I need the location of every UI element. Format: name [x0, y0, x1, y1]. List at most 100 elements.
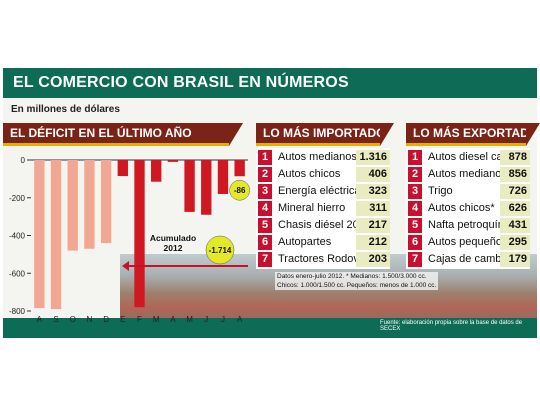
x-tick-label: D — [103, 315, 109, 324]
exported-item-name: Trigo — [428, 185, 453, 197]
exported-item-value: 431 — [500, 218, 530, 233]
bar-6 — [117, 160, 128, 177]
deficit-bar-chart: 0 -200 -400 -600 -800 A S O N D E F M A M J J A -86 Acumula… — [9, 156, 250, 324]
imported-item-value: 212 — [356, 235, 390, 250]
imported-panel-tab: LO MÁS IMPORTADO — [256, 123, 394, 146]
exported-row: 5 Nafta petroquímica 431 — [406, 217, 530, 234]
bar-3 — [67, 160, 78, 251]
bar-12 — [217, 160, 229, 194]
exported-item-value: 856 — [500, 167, 530, 182]
imported-rank-badge: 5 — [258, 218, 272, 233]
exported-rank-badge: 3 — [408, 184, 422, 199]
deficit-panel-label: EL DÉFICIT EN EL ÚLTIMO AÑO — [10, 126, 192, 140]
exported-rank-badge: 7 — [408, 252, 422, 267]
x-tick-label: S — [53, 315, 58, 324]
imported-row: 7 Tractores Rodov 203 — [256, 251, 390, 268]
x-tick-label: M — [186, 315, 193, 324]
imported-row: 5 Chasis diésel 20 t 217 — [256, 217, 390, 234]
exported-item-value: 726 — [500, 184, 530, 199]
exported-item-value: 878 — [500, 150, 530, 165]
bar-1 — [34, 160, 45, 309]
imported-table: 1 Autos medianos 1.316 2 Autos chicos 406 3 Ene… — [256, 148, 390, 269]
imported-rank-badge: 7 — [258, 252, 272, 267]
imported-row: 6 Autopartes 212 — [256, 234, 390, 251]
exported-row: 7 Cajas de cambio 179 — [406, 251, 530, 268]
x-tick-label: A — [37, 315, 43, 324]
exported-row: 6 Autos pequeños* 295 — [406, 234, 530, 251]
exported-panel-label: LO MÁS EXPORTADO — [413, 126, 539, 140]
imported-panel-label: LO MÁS IMPORTADO — [263, 126, 386, 140]
imported-row: 4 Mineral hierro 311 — [256, 200, 390, 217]
imported-item-name: Tractores Rodov — [278, 253, 359, 265]
y-tick-label: -800 — [9, 307, 26, 316]
exported-item-name: Autos medianos* — [428, 168, 512, 180]
bar-9 — [167, 160, 179, 162]
x-tick-label: A — [170, 315, 176, 324]
bar-4 — [84, 160, 95, 249]
imported-rank-badge: 4 — [258, 201, 272, 216]
last-month-callout — [229, 179, 250, 201]
imported-item-name: Autopartes — [278, 236, 332, 248]
y-tick-label: 0 — [21, 156, 26, 165]
exported-item-value: 179 — [500, 252, 530, 267]
x-tick-label: A — [237, 315, 243, 324]
exported-row: 1 Autos diesel carga 878 — [406, 149, 530, 166]
imported-item-name: Mineral hierro — [278, 202, 346, 214]
exported-rank-badge: 2 — [408, 167, 422, 182]
exported-rank-badge: 1 — [408, 150, 422, 165]
exported-row: 2 Autos medianos* 856 — [406, 166, 530, 183]
bar-8 — [151, 160, 162, 182]
bottom-strip — [3, 318, 537, 338]
exported-panel-tab: LO MÁS EXPORTADO — [406, 123, 540, 146]
imported-item-value: 311 — [356, 201, 390, 216]
deficit-panel-tab: EL DÉFICIT EN EL ÚLTIMO AÑO — [3, 123, 243, 146]
x-tick-label: N — [87, 315, 93, 324]
notes: Datos enero-julio 2012. * Medianos: 1.50… — [275, 272, 439, 290]
exported-rank-badge: 6 — [408, 235, 422, 250]
bar-13 — [234, 160, 245, 177]
source-note: Fuente: elaboración propia sobre la base… — [380, 320, 523, 332]
accumulated-label: Acumulado — [150, 233, 196, 243]
exported-item-value: 295 — [500, 235, 530, 250]
x-tick-label: O — [70, 315, 76, 324]
imported-item-name: Autos chicos — [278, 168, 341, 180]
notes-line-1: Datos enero-julio 2012. * Medianos: 1.50… — [277, 273, 427, 280]
accumulated-callout — [205, 235, 235, 265]
x-tick-label: E — [120, 315, 125, 324]
bar-2 — [50, 160, 62, 310]
bar-11 — [201, 160, 212, 215]
exported-row: 3 Trigo 726 — [406, 183, 530, 200]
imported-item-name: Energía eléctrica — [278, 185, 361, 197]
x-tick-label: J — [204, 315, 208, 324]
imported-item-name: Autos medianos — [278, 151, 357, 163]
y-tick-label: -600 — [9, 269, 26, 278]
exported-rank-badge: 4 — [408, 201, 422, 216]
imported-item-value: 406 — [356, 167, 390, 182]
bar-5 — [100, 160, 112, 244]
imported-rank-badge: 2 — [258, 167, 272, 182]
exported-item-name: Cajas de cambio — [428, 253, 510, 265]
imported-item-value: 203 — [356, 252, 390, 267]
imported-item-value: 1.316 — [356, 150, 390, 165]
y-tick-label: -400 — [9, 232, 26, 241]
last-month-callout-label: -86 — [234, 186, 246, 195]
imported-item-value: 217 — [356, 218, 390, 233]
x-tick-label: M — [153, 315, 160, 324]
accumulated-label: 2012 — [164, 243, 183, 253]
accumulated-value: -1.714 — [209, 246, 232, 255]
imported-row: 2 Autos chicos 406 — [256, 166, 390, 183]
imported-rank-badge: 6 — [258, 235, 272, 250]
imported-row: 3 Energía eléctrica 323 — [256, 183, 390, 200]
header-bar: EL COMERCIO CON BRASIL EN NÚMEROS — [3, 68, 537, 98]
y-tick-label: -200 — [9, 194, 26, 203]
imported-item-value: 323 — [356, 184, 390, 199]
exported-table: 1 Autos diesel carga 878 2 Autos medianos* 85… — [406, 148, 530, 269]
imported-rank-badge: 3 — [258, 184, 272, 199]
exported-item-name: Autos chicos* — [428, 202, 495, 214]
units-subtitle: En millones de dólares — [11, 104, 120, 115]
notes-line-2: Chicos: 1.000/1.500 cc. Pequeños: menos … — [277, 282, 437, 289]
x-tick-label: J — [221, 315, 225, 324]
imported-rank-badge: 1 — [258, 150, 272, 165]
exported-row: 4 Autos chicos* 626 — [406, 200, 530, 217]
imported-item-name: Chasis diésel 20 t — [278, 219, 365, 231]
